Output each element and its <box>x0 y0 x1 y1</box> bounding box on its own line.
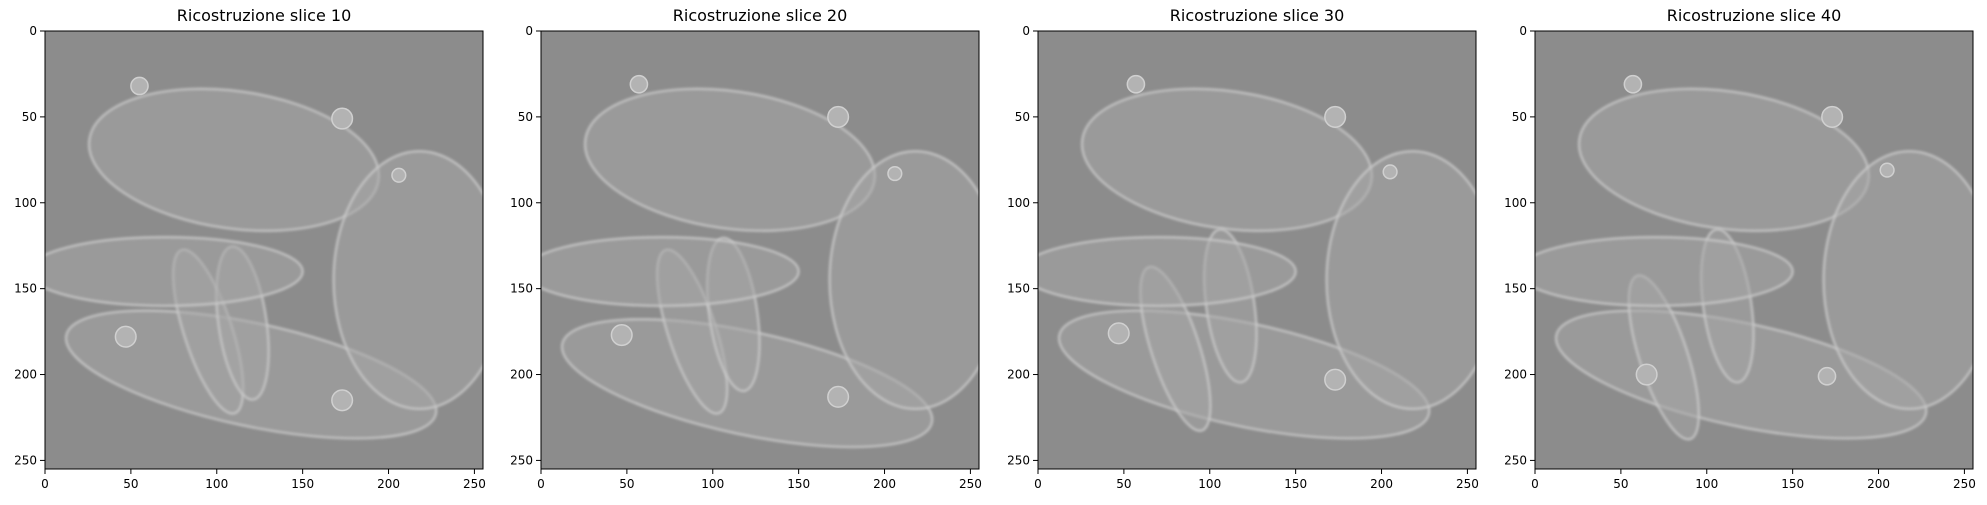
phantom-ellipse <box>1822 150 1973 410</box>
y-tick-label: 100 <box>14 196 37 210</box>
phantom-circle <box>1107 322 1130 345</box>
y-tick-label: 50 <box>1512 110 1527 124</box>
reconstruction-image <box>1038 31 1476 469</box>
x-tick-label: 150 <box>1284 477 1307 491</box>
x-tick-label: 100 <box>1198 477 1221 491</box>
phantom-ellipse <box>828 150 979 410</box>
y-tick-label: 250 <box>1504 453 1527 467</box>
phantom-circle <box>827 385 850 408</box>
y-tick-label: 150 <box>1007 282 1030 296</box>
chart-title: Ricostruzione slice 10 <box>177 6 352 25</box>
phantom-circle <box>1324 368 1347 391</box>
x-tick-label: 150 <box>787 477 810 491</box>
axes-frame <box>540 30 980 470</box>
phantom-circle <box>1324 105 1347 128</box>
x-tick-label: 150 <box>291 477 314 491</box>
x-tick-label: 250 <box>1953 477 1976 491</box>
x-tick-label: 250 <box>463 477 486 491</box>
reconstruction-image <box>45 31 483 469</box>
y-tick-label: 150 <box>510 282 533 296</box>
y-tick-label: 0 <box>29 24 37 38</box>
phantom-circle <box>114 325 137 348</box>
phantom-ellipse <box>1535 236 1794 307</box>
x-tick-label: 150 <box>1781 477 1804 491</box>
x-tick-label: 200 <box>377 477 400 491</box>
axes-frame <box>1037 30 1477 470</box>
x-tick-label: 50 <box>123 477 138 491</box>
x-tick-label: 200 <box>1867 477 1890 491</box>
y-tick-label: 50 <box>1015 110 1030 124</box>
y-tick-label: 100 <box>1504 196 1527 210</box>
reconstruction-image <box>1535 31 1973 469</box>
y-tick-label: 100 <box>510 196 533 210</box>
subplot-4: Ricostruzione slice 40 0 50 100 150 200 250 0 50… <box>1504 6 1976 491</box>
chart-title: Ricostruzione slice 20 <box>673 6 848 25</box>
phantom-circle <box>1879 162 1895 178</box>
phantom-circle <box>130 76 149 96</box>
y-tick-label: 0 <box>1022 24 1030 38</box>
phantom-ellipse <box>1325 150 1476 410</box>
y-tick-label: 250 <box>510 453 533 467</box>
y-tick-label: 200 <box>510 368 533 382</box>
subplot-3: Ricostruzione slice 30 0 50 100 150 200 250 0 50… <box>1007 6 1479 491</box>
x-tick-label: 250 <box>1456 477 1479 491</box>
chart-title: Ricostruzione slice 40 <box>1667 6 1842 25</box>
phantom-ellipse <box>1038 236 1297 307</box>
x-tick-label: 0 <box>537 477 545 491</box>
x-tick-label: 50 <box>1116 477 1131 491</box>
y-tick-label: 0 <box>1519 24 1527 38</box>
subplot-2: Ricostruzione slice 20 0 50 100 150 200 250 0 50… <box>510 6 982 491</box>
x-tick-label: 100 <box>205 477 228 491</box>
reconstruction-image <box>541 31 979 469</box>
phantom-circle <box>331 389 354 412</box>
phantom-circle <box>827 105 850 128</box>
phantom-ellipse <box>541 236 800 307</box>
phantom-circle <box>1817 366 1837 386</box>
y-tick-label: 50 <box>518 110 533 124</box>
phantom-ellipse <box>332 150 483 410</box>
y-tick-label: 50 <box>22 110 37 124</box>
x-tick-label: 100 <box>701 477 724 491</box>
phantom-circle <box>1126 74 1146 94</box>
x-tick-label: 200 <box>1370 477 1393 491</box>
phantom-circle <box>391 167 407 183</box>
axes-frame <box>1534 30 1974 470</box>
y-tick-label: 100 <box>1007 196 1030 210</box>
x-tick-label: 0 <box>41 477 49 491</box>
phantom-circle <box>610 323 633 347</box>
chart-title: Ricostruzione slice 30 <box>1170 6 1345 25</box>
phantom-circle <box>1821 105 1844 128</box>
y-tick-label: 0 <box>525 24 533 38</box>
phantom-ellipse <box>45 236 304 307</box>
y-tick-label: 200 <box>14 368 37 382</box>
phantom-circle <box>887 165 903 182</box>
x-tick-label: 100 <box>1695 477 1718 491</box>
x-tick-label: 0 <box>1034 477 1042 491</box>
phantom-circle <box>331 107 354 130</box>
x-tick-label: 50 <box>1613 477 1628 491</box>
y-tick-label: 200 <box>1007 368 1030 382</box>
y-tick-label: 200 <box>1504 368 1527 382</box>
phantom-circle <box>1635 363 1658 386</box>
subplot-1: Ricostruzione slice 10 0 50 100 150 200 250 0 50… <box>14 6 486 491</box>
phantom-circle <box>629 74 649 94</box>
axes-frame <box>44 30 484 470</box>
x-tick-label: 0 <box>1531 477 1539 491</box>
x-tick-label: 250 <box>959 477 982 491</box>
x-tick-label: 200 <box>873 477 896 491</box>
y-tick-label: 150 <box>14 282 37 296</box>
y-tick-label: 150 <box>1504 282 1527 296</box>
phantom-circle <box>1382 164 1398 180</box>
phantom-circle <box>1623 74 1643 94</box>
x-tick-label: 50 <box>619 477 634 491</box>
y-tick-label: 250 <box>14 453 37 467</box>
y-tick-label: 250 <box>1007 453 1030 467</box>
subplot-grid: Ricostruzione slice 10 0 50 100 150 200 250 0 50… <box>14 6 1976 491</box>
